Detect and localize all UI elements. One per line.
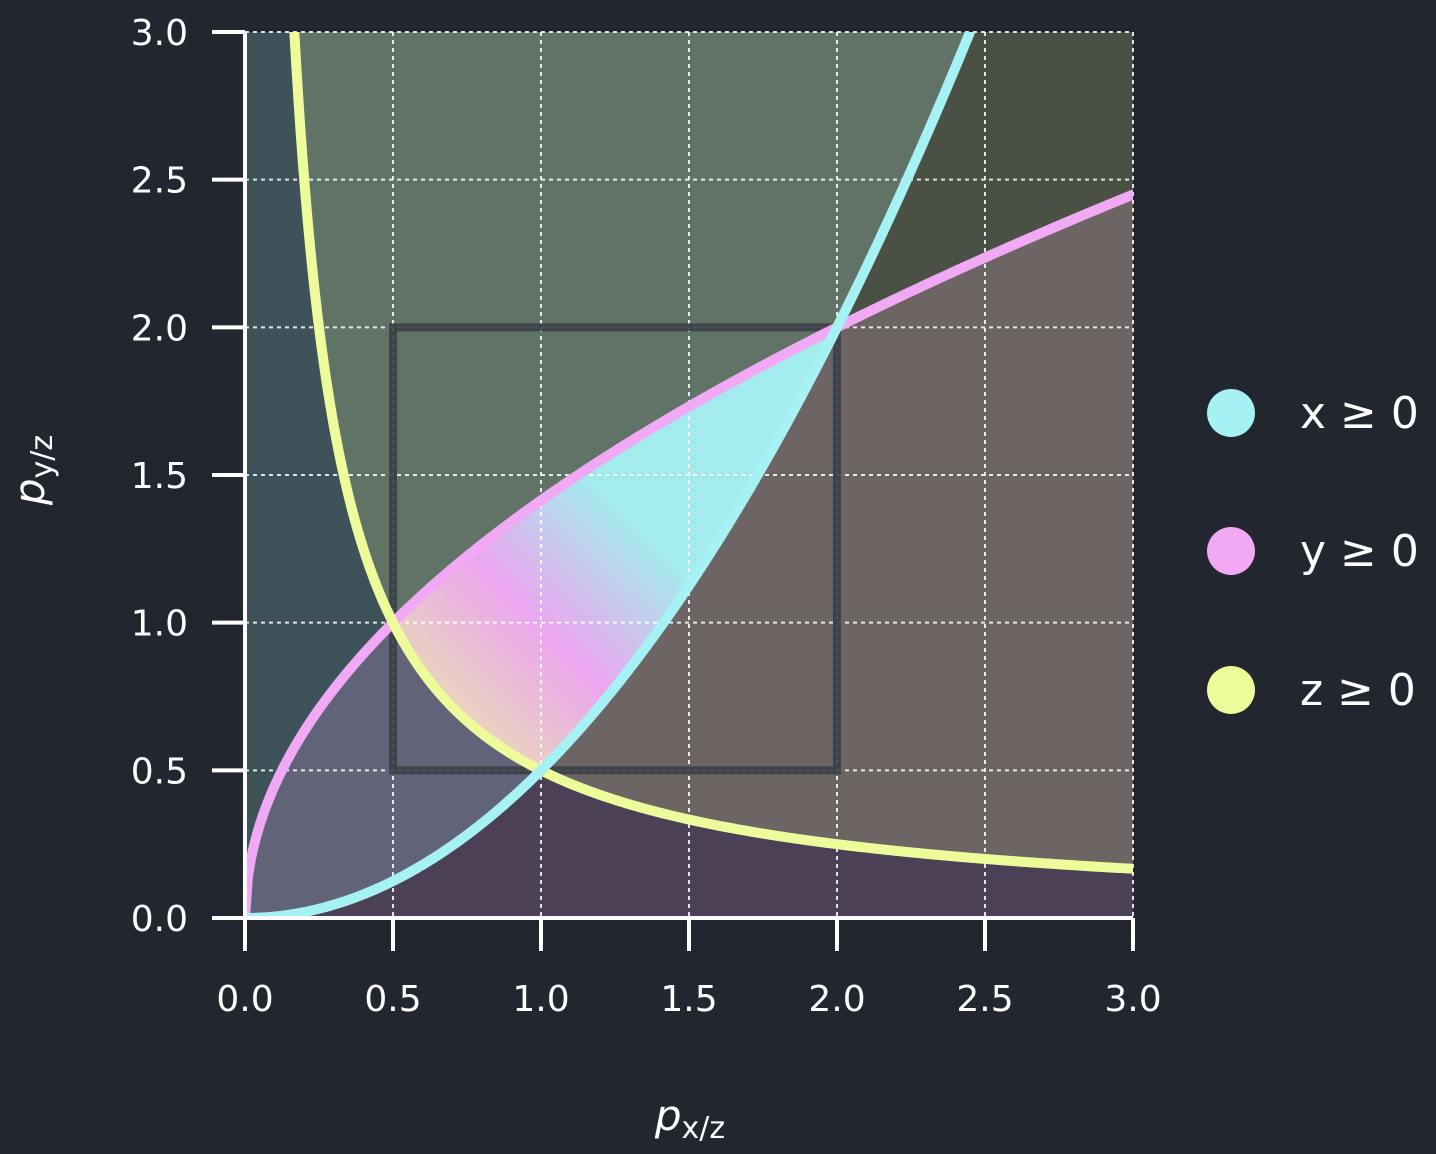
legend-label: y ≥ 0 [1300,526,1419,577]
x-tick-label: 1.0 [512,979,569,1020]
y-tick-label: 1.5 [131,456,188,497]
region-all-nonneg [393,327,837,771]
y-axis-title: py/z [5,435,60,506]
plot-area [245,32,1133,918]
legend-swatch [1207,666,1255,714]
x-axis-title: px/z [654,1091,725,1146]
x-tick-label: 2.0 [808,979,865,1020]
axis-labels: 0.0 0.5 1.0 1.5 2.0 2.5 3.0 0.0 0.5 1.0 1.5 2.0 2.5 3… [5,13,1162,1146]
legend-label: x ≥ 0 [1300,388,1419,439]
y-tick-label: 0.5 [131,751,188,792]
y-tick-label: 0.0 [131,899,188,940]
y-tick-label: 2.5 [131,161,188,202]
series-curve-z [289,32,1133,874]
reference-rectangle [389,323,841,775]
series-curve-x [245,32,976,918]
legend-swatch [1207,389,1255,437]
x-tick-label: 0.0 [216,979,273,1020]
x-tick-label: 2.5 [956,979,1013,1020]
y-tick-label: 3.0 [131,13,188,54]
curves [245,32,1133,918]
y-tick-label: 2.0 [131,308,188,349]
legend-label: z ≥ 0 [1300,665,1416,716]
legend: x ≥ 0 y ≥ 0 z ≥ 0 [1207,388,1419,716]
x-tick-label: 1.5 [660,979,717,1020]
axes [212,30,1135,951]
shaded-regions [245,32,1133,918]
x-tick-label: 3.0 [1104,979,1161,1020]
x-tick-label: 0.5 [364,979,421,1020]
y-tick-label: 1.0 [131,604,188,645]
legend-swatch [1207,527,1255,575]
reference-rectangle-group [389,323,841,775]
